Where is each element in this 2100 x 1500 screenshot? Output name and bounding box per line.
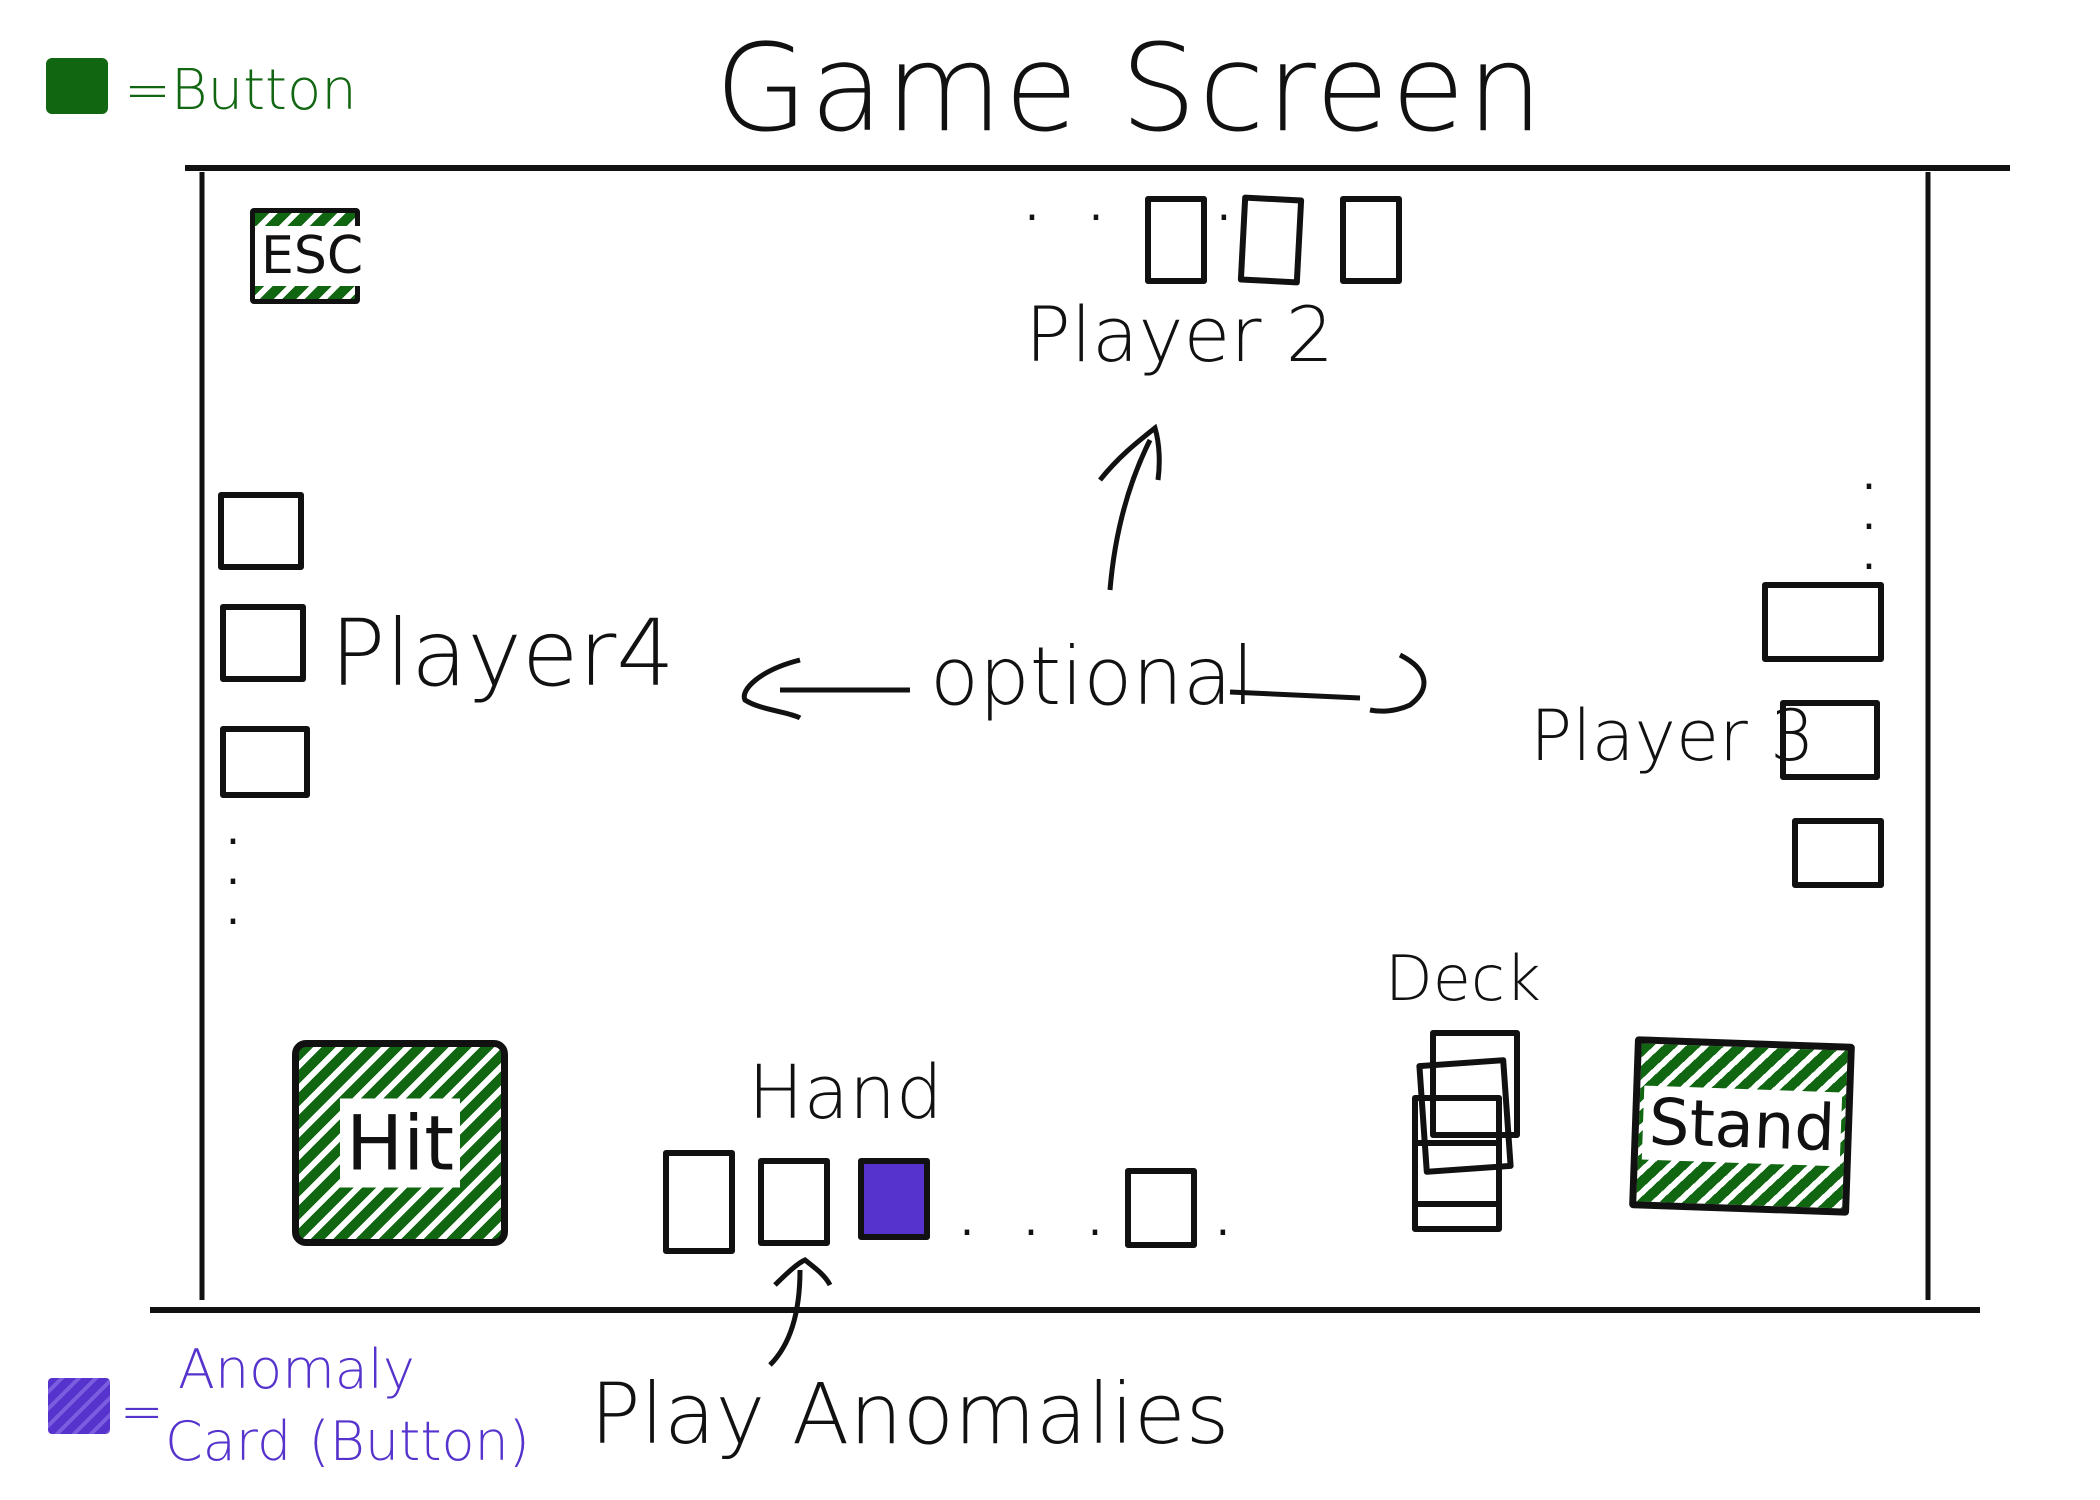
player3-label: Player 3	[1530, 695, 1815, 777]
player2-more-dots: . . . .	[1025, 180, 1249, 231]
player4-card-1	[218, 492, 304, 570]
player2-card-2	[1237, 194, 1305, 286]
hand-anomaly-card[interactable]	[858, 1158, 930, 1240]
hit-button[interactable]: Hit	[292, 1040, 508, 1246]
play-anomalies-label: Play Anomalies	[590, 1365, 1230, 1463]
player2-card-3	[1340, 196, 1402, 284]
player4-more-dots: ...	[226, 804, 240, 935]
player4-card-3	[220, 726, 310, 798]
hand-label: Hand	[748, 1050, 943, 1136]
player2-card-1	[1145, 196, 1207, 284]
legend-button-swatch	[46, 58, 108, 114]
deck-label: Deck	[1385, 942, 1541, 1015]
player4-label: Player4	[330, 600, 675, 707]
player2-label: Player 2	[1025, 290, 1335, 379]
esc-button[interactable]: ESC	[250, 208, 370, 304]
legend-anomaly-swatch	[48, 1378, 110, 1434]
player3-card-3	[1792, 818, 1884, 888]
legend-anomaly-equals: =	[120, 1382, 164, 1442]
esc-button-label: ESC	[255, 226, 370, 286]
deck-card-4	[1412, 1140, 1502, 1232]
legend-anomaly-label-line2: Card (Button)	[165, 1410, 530, 1473]
legend-anomaly-label-line1: Anomaly	[178, 1338, 415, 1401]
legend-button-label: =Button	[124, 58, 357, 123]
optional-label: optional	[930, 630, 1255, 723]
player3-more-dots: ...	[1862, 449, 1876, 580]
hand-card-2[interactable]	[758, 1158, 830, 1246]
stand-button-label: Stand	[1641, 1085, 1843, 1167]
player3-card-1	[1762, 582, 1884, 662]
hit-button-label: Hit	[339, 1098, 461, 1188]
hand-more-dots: . . . . .	[960, 1195, 1248, 1246]
stand-button[interactable]: Stand	[1629, 1036, 1855, 1216]
hand-card-1[interactable]	[663, 1150, 735, 1254]
hand-card-last[interactable]	[1125, 1168, 1197, 1248]
player3-card-2	[1780, 700, 1880, 780]
player4-card-2	[220, 604, 306, 682]
deck-card-1	[1430, 1030, 1520, 1138]
diagram-title: Game Screen	[715, 20, 1545, 159]
